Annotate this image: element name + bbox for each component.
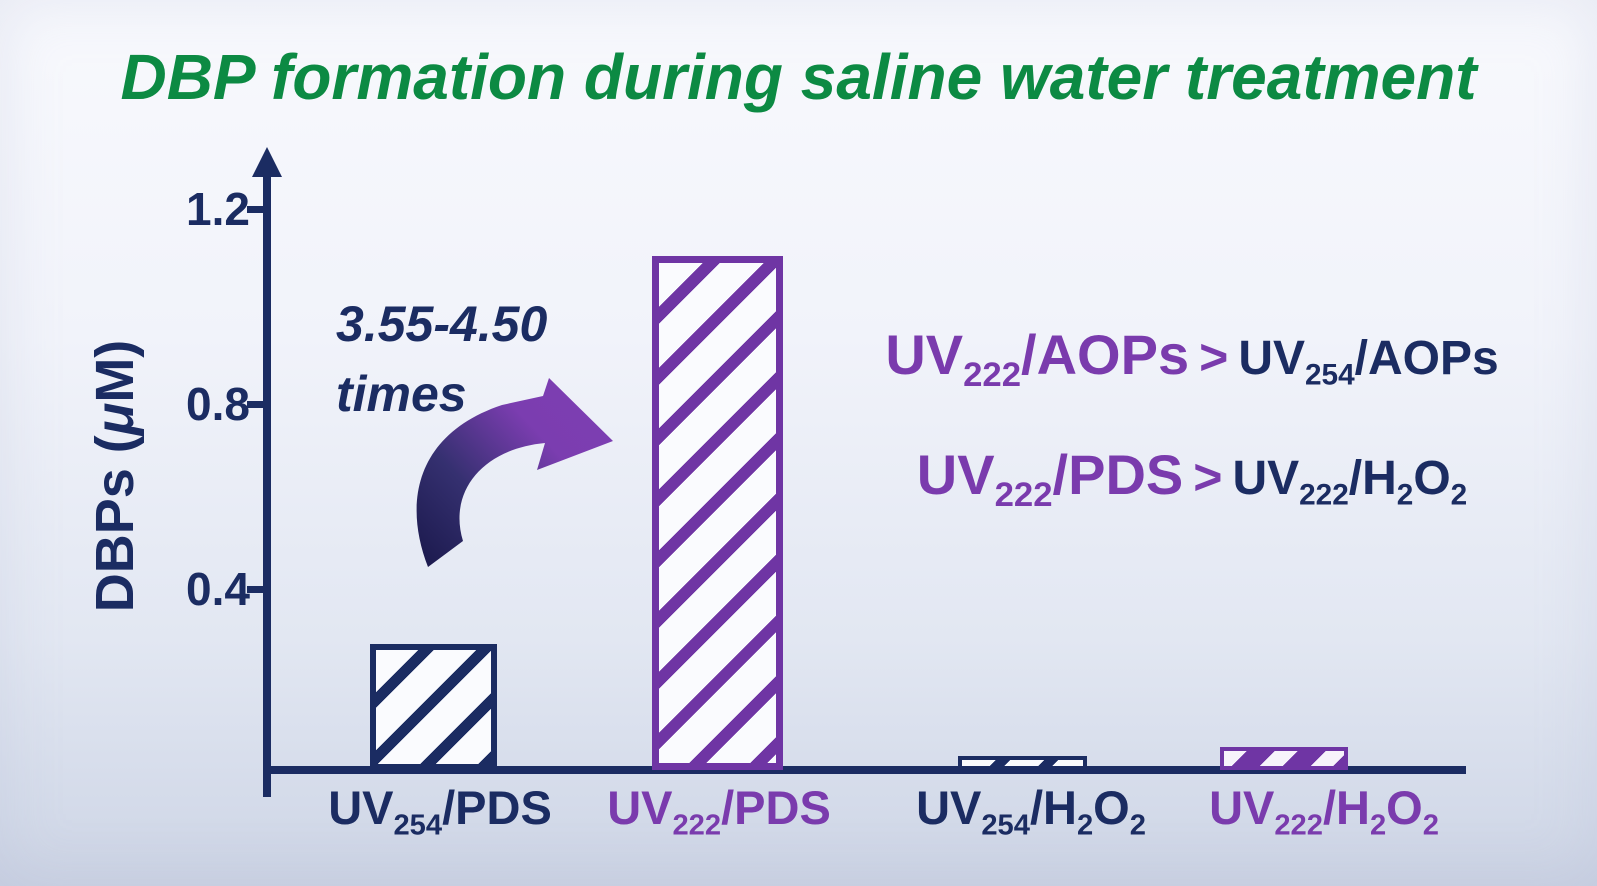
y-tick-label-1-2: 1.2 <box>186 183 250 235</box>
y-tick-label-0-8: 0.8 <box>186 378 250 430</box>
x-label-text: /H <box>1029 781 1077 834</box>
y-axis-title-mu: μ <box>85 402 145 436</box>
x-label-text: /H <box>1322 781 1370 834</box>
comparison-line-1: UV222/AOPs > UV254/AOPs <box>885 322 1499 393</box>
greater-than-sign: > <box>1199 329 1229 385</box>
x-label-subscript: 222 <box>672 809 722 842</box>
x-label-subscript: 254 <box>393 809 443 842</box>
cmp-text: /AOPs <box>1354 332 1499 385</box>
y-axis-title-pre: DBPs ( <box>85 435 145 613</box>
y-tick-0-4 <box>247 586 264 593</box>
y-tick-1-2 <box>247 206 264 213</box>
annotation-times: times <box>336 366 467 422</box>
chart-title: DBP formation during saline water treatm… <box>120 41 1477 113</box>
comparison-left: UV222/PDS <box>916 443 1184 513</box>
x-axis-line <box>263 766 1466 774</box>
cmp-text: O <box>1413 452 1451 505</box>
bar-uv222-pds <box>652 256 783 770</box>
cmp-subscript: 222 <box>963 356 1022 395</box>
comparison-left: UV222/AOPs <box>885 323 1190 393</box>
comparison-line-2: UV222/PDS > UV222/H2O2 <box>916 442 1467 513</box>
x-label-subscript: 222 <box>1274 809 1323 842</box>
cmp-subscript: 254 <box>1305 358 1355 392</box>
cmp-text: /AOPs <box>1021 323 1190 386</box>
cmp-text: UV <box>1232 452 1300 505</box>
bar-uv254-h2o2 <box>958 756 1087 770</box>
cmp-subscript: 222 <box>994 476 1053 515</box>
x-label-text: UV <box>328 781 394 834</box>
x-label-uv254-h2o2: UV254/H2O2 <box>861 780 1201 840</box>
x-label-uv222-pds: UV222/PDS <box>549 780 889 840</box>
cmp-text: /PDS <box>1052 443 1184 506</box>
x-label-uv254-pds: UV254/PDS <box>270 780 610 840</box>
y-axis-arrowhead-icon <box>252 147 282 177</box>
greater-than-sign: > <box>1193 449 1223 505</box>
x-label-subscript: 2 <box>1369 809 1387 842</box>
x-label-subscript: 254 <box>981 809 1030 842</box>
x-label-uv222-h2o2: UV222/H2O2 <box>1154 780 1494 840</box>
bar-uv254-pds <box>370 644 497 770</box>
cmp-text: UV <box>916 443 995 506</box>
x-label-subscript: 2 <box>1076 809 1094 842</box>
x-label-text: UV <box>1209 781 1275 834</box>
y-axis-line <box>263 170 271 797</box>
cmp-subscript: 222 <box>1299 478 1349 512</box>
x-label-text: UV <box>607 781 673 834</box>
x-label-text: UV <box>916 781 982 834</box>
x-label-text: /PDS <box>721 781 831 834</box>
x-label-text: O <box>1386 781 1423 834</box>
x-label-subscript: 2 <box>1129 809 1146 842</box>
cmp-subscript: 2 <box>1396 478 1414 512</box>
y-axis-title: DBPs (μM) <box>84 340 146 613</box>
x-label-text: /PDS <box>442 781 552 834</box>
cmp-text: /H <box>1348 452 1397 505</box>
comparison-right: UV254/AOPs <box>1238 332 1499 390</box>
cmp-text: UV <box>885 323 964 386</box>
curved-arrow-icon <box>416 378 613 567</box>
y-tick-0-8 <box>247 401 264 408</box>
cmp-text: UV <box>1238 332 1305 385</box>
y-axis-title-post: M) <box>85 339 145 403</box>
y-tick-label-0-4: 0.4 <box>186 563 250 615</box>
bar-uv222-h2o2 <box>1220 747 1348 770</box>
cmp-subscript: 2 <box>1450 478 1468 512</box>
x-label-subscript: 2 <box>1422 809 1439 842</box>
annotation-ratio: 3.55-4.50 <box>336 296 548 352</box>
x-label-text: O <box>1093 781 1130 834</box>
comparison-right: UV222/H2O2 <box>1232 452 1467 510</box>
